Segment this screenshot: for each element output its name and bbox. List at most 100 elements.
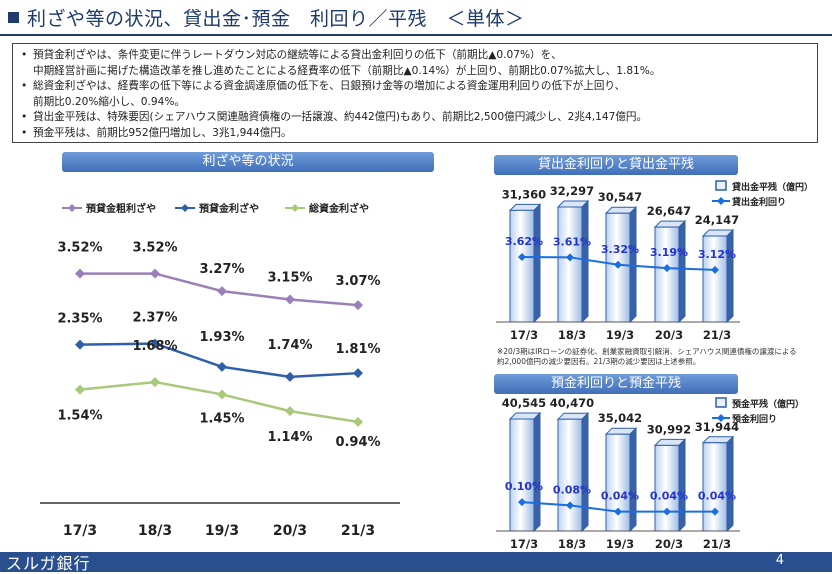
legend-marker (717, 414, 725, 422)
bar-value-label: 30,547 (598, 190, 642, 204)
x-tick-label: 17/3 (510, 537, 538, 551)
bar-value-label: 40,545 (502, 396, 546, 410)
data-label: 2.37% (132, 311, 177, 326)
title-divider (0, 34, 832, 36)
x-tick-label: 19/3 (606, 328, 634, 342)
data-label: 1.14% (267, 430, 312, 445)
data-label: 3.15% (267, 271, 312, 286)
rate-label: 3.32% (601, 243, 639, 256)
bar-value-label: 31,944 (695, 420, 739, 434)
data-label: 3.27% (199, 262, 244, 277)
bar-value-label: 26,647 (647, 204, 691, 218)
bar-value-label: 32,297 (550, 184, 594, 198)
data-label: 1.81% (335, 342, 380, 357)
data-point (75, 384, 85, 395)
bar-side (533, 203, 541, 324)
bar (654, 226, 680, 323)
rate-label: 3.61% (553, 235, 591, 248)
footer-bar: スルガ銀行 4 (0, 552, 832, 573)
legend-label: 貸出金平残（億円） (732, 181, 813, 193)
data-point (75, 339, 85, 350)
bar-value-label: 24,147 (695, 213, 739, 227)
legend-marker (717, 197, 725, 205)
bar (509, 209, 535, 323)
summary-item: 預金平残は、前期比952億円増加し、3兆1,944億円。 (21, 126, 809, 142)
data-point (150, 268, 160, 279)
x-tick-label: 18/3 (558, 537, 586, 551)
rate-point (711, 265, 719, 274)
bar-value-label: 35,042 (598, 411, 642, 425)
legend-swatch-bar (715, 180, 727, 191)
bar-side (678, 219, 686, 324)
x-tick-label: 18/3 (558, 328, 586, 342)
bar-side (533, 411, 541, 533)
loan-chart-header: 貸出金利回りと貸出金平残 (494, 155, 738, 175)
data-point (217, 389, 227, 400)
data-label: 1.74% (267, 338, 312, 353)
x-tick-label: 17/3 (510, 328, 538, 342)
rate-label: 3.19% (650, 246, 688, 259)
slide-title-text: 利ざや等の状況、貸出金･預金 利回り／平残 ＜単体＞ (27, 8, 525, 30)
x-tick-label: 20/3 (655, 537, 683, 551)
data-point (285, 294, 295, 305)
bar-side (726, 228, 734, 324)
page-number: 4 (775, 553, 784, 568)
summary-item: 貸出金平残は、特殊要因(シェアハウス関連融資債権の一括譲渡、約442億円)もあり… (21, 110, 809, 126)
summary-box: 預貸金利ざやは、条件変更に伴うレートダウン対応の継続等による貸出金利回りの低下（… (12, 43, 818, 143)
bar (702, 442, 728, 532)
bar (605, 433, 631, 532)
bar (702, 235, 728, 323)
bar (654, 444, 680, 532)
x-tick-label: 19/3 (606, 537, 634, 551)
rate-label: 3.12% (698, 248, 736, 261)
data-point (217, 361, 227, 372)
bar (557, 418, 583, 532)
legend-label: 総資金利ざや (309, 202, 369, 215)
rate-label: 0.04% (698, 490, 736, 503)
bar-side (629, 426, 637, 533)
x-tick-label: 21/3 (703, 328, 731, 342)
bar (557, 206, 583, 323)
summary-item: 預貸金利ざやは、条件変更に伴うレートダウン対応の継続等による貸出金利回りの低下（… (21, 48, 809, 79)
data-label: 1.54% (57, 409, 102, 424)
data-point (285, 371, 295, 382)
legend-label: 預貸金利ざや (199, 202, 259, 215)
rate-point (663, 264, 671, 273)
series-line (79, 342, 359, 379)
bar-side (581, 199, 589, 324)
rate-label: 0.04% (601, 490, 639, 503)
legend-label: 貸出金利回り (732, 196, 786, 208)
data-point (150, 338, 160, 349)
bar-side (629, 206, 637, 324)
data-label: 3.52% (132, 241, 177, 256)
legend-label: 預金平残（億円） (732, 398, 804, 410)
x-tick-label: 20/3 (655, 328, 683, 342)
bar-side (678, 438, 686, 533)
title-bullet-icon (8, 12, 19, 23)
rate-point (566, 253, 574, 262)
deposit-chart-header: 預金利回りと預金平残 (494, 374, 738, 394)
bar (509, 418, 535, 532)
data-label: 3.07% (335, 274, 380, 289)
x-tick-label: 18/3 (138, 523, 172, 539)
legend-marker (68, 204, 76, 212)
rate-label: 0.10% (505, 480, 543, 493)
bar-value-label: 40,470 (550, 396, 594, 410)
rate-label: 3.62% (505, 235, 543, 248)
legend-marker (181, 204, 189, 212)
margin-chart-header: 利ざや等の状況 (62, 152, 434, 172)
x-tick-label: 17/3 (63, 523, 97, 539)
bar-value-label: 30,992 (647, 422, 691, 436)
legend-label: 預貸金粗利ざや (86, 202, 156, 215)
data-point (75, 268, 85, 279)
rate-point (518, 498, 526, 507)
legend-swatch-bar (715, 397, 727, 408)
data-label: 1.93% (199, 330, 244, 345)
legend-label: 預金利回り (732, 413, 777, 425)
rate-label: 0.04% (650, 490, 688, 503)
bar-side (581, 412, 589, 533)
data-point (285, 406, 295, 417)
margin-line-chart: 預貸金粗利ざや 預貸金利ざや 総資金利ざや 3.52% 3.52% 3.27% 3.15% 3… (40, 202, 400, 539)
rate-label: 0.08% (553, 483, 591, 496)
legend-marker (291, 204, 299, 212)
